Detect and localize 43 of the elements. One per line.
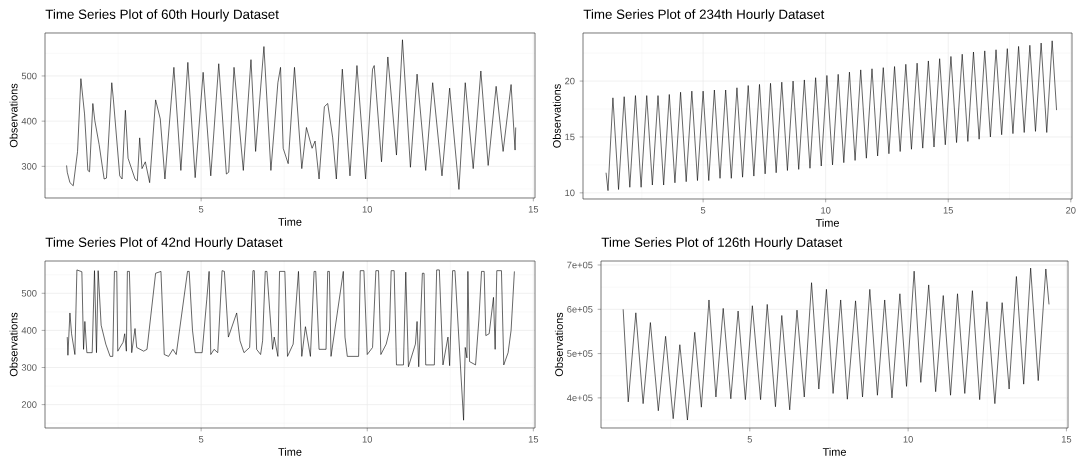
line-series (66, 39, 517, 190)
y-tick-label: 200 (21, 401, 37, 408)
x-tick-label: 10 (903, 436, 913, 443)
y-axis-title: Observations (554, 312, 563, 377)
x-tick-label: 15 (1061, 436, 1072, 443)
x-tick-label: 15 (943, 207, 954, 214)
x-axis-title: Time (815, 218, 839, 227)
y-tick-label: 4e+05 (566, 394, 593, 402)
y-tick-label: 300 (21, 364, 37, 371)
chart-title: Time Series Plot of 60th Hourly Dataset (45, 9, 279, 22)
line-series (66, 269, 515, 421)
y-tick-label: 10 (565, 189, 575, 197)
chart-title: Time Series Plot of 234th Hourly Dataset (583, 9, 825, 22)
y-axis-title: Observations (552, 84, 561, 148)
x-tick-label: 15 (528, 436, 539, 443)
x-axis-title: Time (278, 217, 302, 226)
x-tick-label: 5 (700, 207, 706, 214)
y-tick-label: 500 (21, 290, 37, 297)
x-tick-label: 10 (362, 206, 373, 213)
x-tick-label: 5 (198, 206, 204, 213)
x-axis-title: Time (278, 447, 302, 456)
x-tick-label: 15 (528, 206, 539, 213)
line-series (605, 40, 1057, 191)
y-tick-label: 15 (565, 133, 575, 141)
y-tick-label: 300 (21, 163, 37, 170)
y-tick-label: 7e+05 (567, 261, 593, 269)
y-axis-title: Observations (9, 83, 18, 148)
y-tick-label: 500 (21, 72, 37, 80)
chart-title: Time Series Plot of 42nd Hourly Dataset (45, 237, 283, 250)
x-tick-label: 10 (821, 207, 831, 214)
y-tick-label: 5e+05 (567, 350, 593, 357)
y-tick-label: 20 (565, 77, 575, 85)
y-tick-label: 400 (21, 327, 37, 334)
x-tick-label: 20 (1066, 207, 1076, 214)
x-axis-title: Time (822, 447, 846, 456)
x-tick-label: 5 (747, 436, 753, 443)
chart-title: Time Series Plot of 126th Hourly Dataset (601, 237, 843, 250)
x-tick-label: 10 (362, 436, 373, 443)
y-tick-label: 400 (21, 117, 37, 125)
y-axis-title: Observations (9, 312, 18, 377)
line-series (622, 267, 1050, 421)
y-tick-label: 6e+05 (567, 305, 593, 313)
x-tick-label: 5 (198, 436, 204, 443)
